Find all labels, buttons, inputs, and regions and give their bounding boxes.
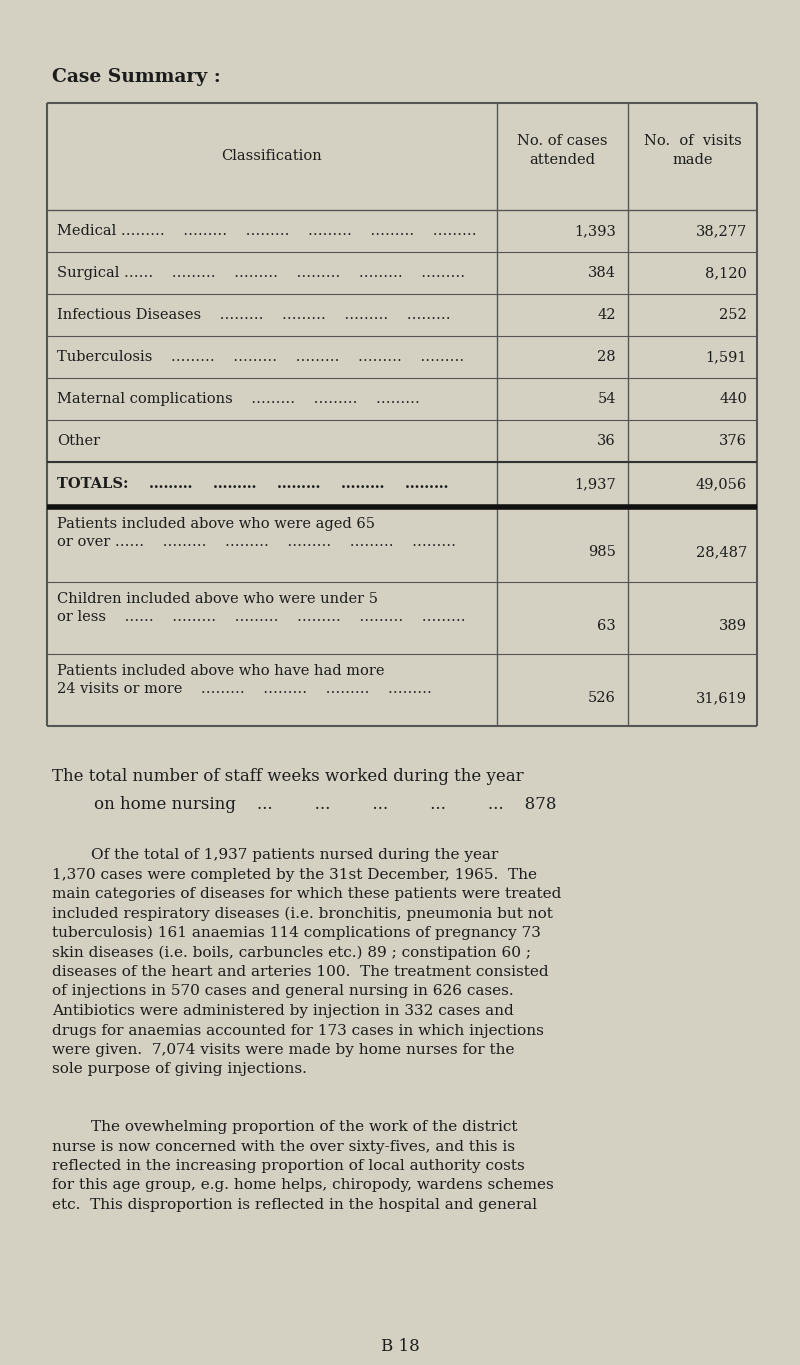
Text: Of the total of 1,937 patients nursed during the year: Of the total of 1,937 patients nursed du… [52, 848, 498, 863]
Text: 1,591: 1,591 [706, 349, 747, 364]
Text: Children included above who were under 5: Children included above who were under 5 [57, 592, 378, 606]
Text: 1,393: 1,393 [574, 224, 616, 238]
Text: 42: 42 [598, 308, 616, 322]
Text: Maternal complications    ………    ………    ………: Maternal complications ……… ……… ……… [57, 392, 420, 405]
Text: The ovewhelming proportion of the work of the district: The ovewhelming proportion of the work o… [52, 1121, 518, 1134]
Text: Patients included above who have had more: Patients included above who have had mor… [57, 663, 385, 678]
Text: B 18: B 18 [381, 1338, 419, 1355]
Text: Tuberculosis    ………    ………    ………    ………    ………: Tuberculosis ……… ……… ……… ……… ……… [57, 349, 464, 364]
Text: 38,277: 38,277 [696, 224, 747, 238]
Text: The total number of staff weeks worked during the year: The total number of staff weeks worked d… [52, 768, 524, 785]
Text: main categories of diseases for which these patients were treated: main categories of diseases for which th… [52, 887, 562, 901]
Text: diseases of the heart and arteries 100.  The treatment consisted: diseases of the heart and arteries 100. … [52, 965, 549, 979]
Text: 54: 54 [598, 392, 616, 405]
Text: skin diseases (i.e. boils, carbuncles etc.) 89 ; constipation 60 ;: skin diseases (i.e. boils, carbuncles et… [52, 946, 531, 960]
Text: 36: 36 [598, 434, 616, 448]
Text: Patients included above who were aged 65: Patients included above who were aged 65 [57, 517, 375, 531]
Text: Surgical ……    ………    ………    ………    ………    ………: Surgical …… ……… ……… ……… ……… ……… [57, 266, 465, 280]
Text: Antibiotics were administered by injection in 332 cases and: Antibiotics were administered by injecti… [52, 1005, 514, 1018]
Text: tuberculosis) 161 anaemias 114 complications of pregnancy 73: tuberculosis) 161 anaemias 114 complicat… [52, 925, 541, 940]
Text: for this age group, e.g. home helps, chiropody, wardens schemes: for this age group, e.g. home helps, chi… [52, 1178, 554, 1193]
Text: of injections in 570 cases and general nursing in 626 cases.: of injections in 570 cases and general n… [52, 984, 514, 999]
Text: 28,487: 28,487 [696, 546, 747, 560]
Text: or over ……    ………    ………    ………    ………    ………: or over …… ……… ……… ……… ……… ……… [57, 535, 456, 549]
Text: Classification: Classification [222, 150, 322, 164]
Text: 49,056: 49,056 [696, 478, 747, 491]
Text: drugs for anaemias accounted for 173 cases in which injections: drugs for anaemias accounted for 173 cas… [52, 1024, 544, 1037]
Text: 526: 526 [588, 691, 616, 704]
Text: included respiratory diseases (i.e. bronchitis, pneumonia but not: included respiratory diseases (i.e. bron… [52, 906, 553, 921]
Text: 31,619: 31,619 [696, 691, 747, 704]
Text: 1,370 cases were completed by the 31st December, 1965.  The: 1,370 cases were completed by the 31st D… [52, 868, 537, 882]
Text: nurse is now concerned with the over sixty-fives, and this is: nurse is now concerned with the over six… [52, 1140, 515, 1153]
Text: 1,937: 1,937 [574, 478, 616, 491]
Text: 63: 63 [598, 618, 616, 633]
Text: 389: 389 [719, 618, 747, 633]
Text: reflected in the increasing proportion of local authority costs: reflected in the increasing proportion o… [52, 1159, 525, 1173]
Text: No.  of  visits
made: No. of visits made [644, 134, 742, 167]
Text: etc.  This disproportion is reflected in the hospital and general: etc. This disproportion is reflected in … [52, 1198, 537, 1212]
Text: sole purpose of giving injections.: sole purpose of giving injections. [52, 1062, 307, 1077]
Text: 8,120: 8,120 [705, 266, 747, 280]
Text: No. of cases
attended: No. of cases attended [518, 134, 608, 167]
Text: Infectious Diseases    ………    ………    ………    ………: Infectious Diseases ……… ……… ……… ……… [57, 308, 450, 322]
Text: Medical ………    ………    ………    ………    ………    ………: Medical ……… ……… ……… ……… ……… ……… [57, 224, 477, 238]
Text: 28: 28 [598, 349, 616, 364]
Text: were given.  7,074 visits were made by home nurses for the: were given. 7,074 visits were made by ho… [52, 1043, 514, 1057]
Text: 985: 985 [588, 546, 616, 560]
Text: Other: Other [57, 434, 100, 448]
Text: on home nursing    ...        ...        ...        ...        ...    878: on home nursing ... ... ... ... ... 878 [52, 796, 557, 814]
Text: 440: 440 [719, 392, 747, 405]
Text: Case Summary :: Case Summary : [52, 68, 221, 86]
Text: TOTALS:    ………    ………    ………    ………    ………: TOTALS: ……… ……… ……… ……… ……… [57, 478, 449, 491]
Text: 252: 252 [719, 308, 747, 322]
Text: 384: 384 [588, 266, 616, 280]
Text: 24 visits or more    ………    ………    ………    ………: 24 visits or more ……… ……… ……… ……… [57, 682, 432, 696]
Text: or less    ……    ………    ………    ………    ………    ………: or less …… ……… ……… ……… ……… ……… [57, 610, 466, 624]
Text: 376: 376 [719, 434, 747, 448]
